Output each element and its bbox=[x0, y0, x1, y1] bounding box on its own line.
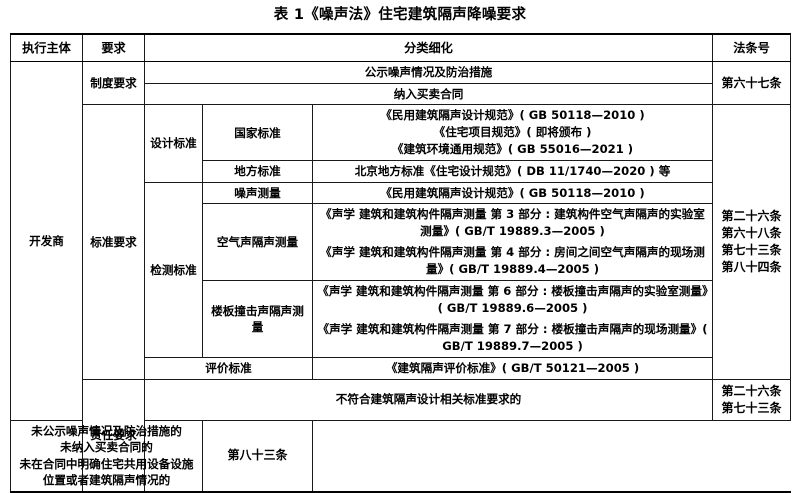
cell-impact-item-1: 《声学 建筑和建筑构件隔声测量 第 6 部分 : 楼板撞击声隔声的实验室测量》(… bbox=[311, 280, 714, 319]
cell-category-design-standard: 设计标准 bbox=[144, 104, 203, 183]
cell-articles-standard: 第二十六条 第六十八条 第七十三条 第八十四条 bbox=[712, 104, 792, 380]
cell-liability-item-2: 未公示噪声情况及防治措施的 未纳入买卖合同的 未在合同中明确住宅共用设备设施位置… bbox=[10, 419, 203, 492]
cell-group-standard-requirement: 标准要求 bbox=[82, 104, 145, 380]
cell-subcategory-national-standard: 国家标准 bbox=[202, 104, 313, 161]
header-requirement: 要求 bbox=[82, 34, 145, 62]
cell-national-standard-items: 《民用建筑隔声设计规范》( GB 50118—2010 ) 《住宅项目规范》( … bbox=[311, 104, 714, 161]
cell-article-67: 第六十七条 bbox=[712, 61, 792, 105]
page-title: 表 1《噪声法》住宅建筑隔声降噪要求 bbox=[273, 7, 527, 23]
table-row: 标准要求 设计标准 国家标准 《民用建筑隔声设计规范》( GB 50118—20… bbox=[11, 104, 792, 380]
cell-evaluation-items: 《建筑隔声评价标准》( GB/T 50121—2005 ) bbox=[311, 357, 714, 380]
cell-impact-item-2: 《声学 建筑和建筑构件隔声测量 第 7 部分 : 楼板撞击声隔声的现场测量》( … bbox=[311, 319, 714, 358]
noise-requirements-table: 执行主体 要求 分类细化 法条号 开发商 制度要求 公示噪声情况及防治措施 第六… bbox=[10, 33, 792, 493]
table-row: 空气声隔声测量 《声学 建筑和建筑构件隔声测量 第 3 部分 : 建筑构件空气声… bbox=[11, 203, 791, 281]
table-row: 评价标准 《建筑隔声评价标准》( GB/T 50121—2005 ) bbox=[11, 357, 791, 380]
cell-liability-item-1: 不符合建筑隔声设计相关标准要求的 bbox=[143, 378, 714, 421]
cell-include-in-contract: 纳入买卖合同 bbox=[143, 82, 714, 105]
header-article: 法条号 bbox=[712, 34, 792, 62]
cell-airborne-item-1: 《声学 建筑和建筑构件隔声测量 第 3 部分 : 建筑构件空气声隔声的实验室测量… bbox=[311, 203, 714, 242]
table-row: 检测标准 噪声测量 《民用建筑隔声设计规范》( GB 50118—2010 ) bbox=[11, 181, 791, 358]
header-subject: 执行主体 bbox=[10, 34, 83, 62]
cell-category-testing-standard: 检测标准 bbox=[144, 181, 203, 358]
table-row: 责任要求 不符合建筑隔声设计相关标准要求的 第二十六条 第七十三条 bbox=[11, 378, 792, 492]
cell-subcategory-impact-measurement: 楼板撞击声隔声测量 bbox=[202, 280, 313, 358]
cell-articles-liability-1: 第二十六条 第七十三条 bbox=[712, 378, 792, 421]
cell-category-evaluation-standard: 评价标准 bbox=[144, 357, 313, 380]
cell-airborne-item-2: 《声学 建筑和建筑构件隔声测量 第 4 部分 : 房间之间空气声隔声的现场测量》… bbox=[311, 242, 714, 281]
cell-subcategory-airborne-measurement: 空气声隔声测量 bbox=[202, 203, 313, 281]
cell-group-system-requirement: 制度要求 bbox=[82, 61, 145, 105]
table-container: 执行主体 要求 分类细化 法条号 开发商 制度要求 公示噪声情况及防治措施 第六… bbox=[10, 33, 792, 493]
table-row: 《声学 建筑和建筑构件隔声测量 第 4 部分 : 房间之间空气声隔声的现场测量》… bbox=[11, 242, 791, 281]
cell-noise-measurement-items: 《民用建筑隔声设计规范》( GB 50118—2010 ) bbox=[311, 181, 714, 204]
table-row: 开发商 制度要求 公示噪声情况及防治措施 第六十七条 bbox=[10, 61, 792, 421]
table-header-row: 执行主体 要求 分类细化 法条号 bbox=[10, 34, 792, 62]
cell-subcategory-noise-measurement: 噪声测量 bbox=[202, 181, 313, 204]
header-classification: 分类细化 bbox=[143, 34, 714, 62]
page-root: 表 1《噪声法》住宅建筑隔声降噪要求 执行主体 要求 分类细化 法条号 开发商 … bbox=[10, 7, 792, 493]
cell-local-standard-items: 北京地方标准《住宅设计规范》( DB 11/1740—2020 ) 等 bbox=[311, 160, 714, 183]
cell-subcategory-local-standard: 地方标准 bbox=[202, 160, 313, 183]
table-row: 《声学 建筑和建筑构件隔声测量 第 7 部分 : 楼板撞击声隔声的现场测量》( … bbox=[11, 319, 791, 358]
table-row: 未公示噪声情况及防治措施的 未纳入买卖合同的 未在合同中明确住宅共用设备设施位置… bbox=[10, 419, 791, 492]
cell-article-83: 第八十三条 bbox=[202, 419, 313, 492]
cell-disclose-noise: 公示噪声情况及防治措施 bbox=[143, 61, 714, 84]
cell-subject-developer: 开发商 bbox=[10, 61, 83, 421]
table-row: 楼板撞击声隔声测量 《声学 建筑和建筑构件隔声测量 第 6 部分 : 楼板撞击声… bbox=[11, 280, 791, 358]
